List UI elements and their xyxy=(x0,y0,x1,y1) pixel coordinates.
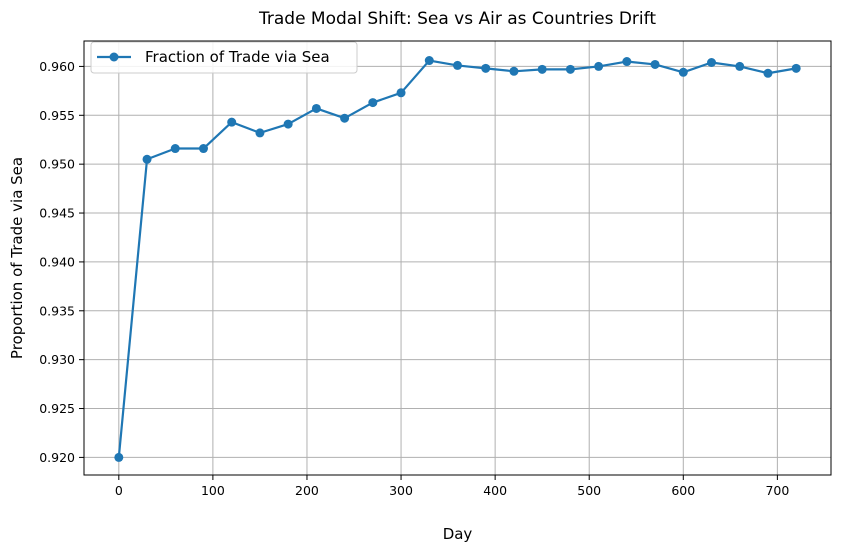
data-point xyxy=(283,119,293,129)
data-point xyxy=(142,154,152,164)
x-tick-label: 300 xyxy=(389,483,413,498)
y-tick-label: 0.940 xyxy=(39,254,75,269)
x-tick-label: 200 xyxy=(295,483,319,498)
data-point xyxy=(424,56,434,66)
data-point xyxy=(453,60,462,70)
legend: Fraction of Trade via Sea xyxy=(90,41,358,74)
data-point xyxy=(678,67,688,77)
data-point xyxy=(481,63,491,73)
x-tick-label: 600 xyxy=(671,483,695,498)
data-point xyxy=(707,58,717,68)
data-point xyxy=(170,144,180,154)
data-point xyxy=(509,66,519,76)
y-tick-label: 0.930 xyxy=(39,352,75,367)
plot-area xyxy=(84,41,831,475)
data-point xyxy=(227,117,237,127)
y-tick-label: 0.955 xyxy=(39,108,75,123)
data-point xyxy=(396,88,406,98)
x-tick-label: 500 xyxy=(577,483,601,498)
y-tick-label: 0.960 xyxy=(39,59,75,74)
legend-label-sea: Fraction of Trade via Sea xyxy=(145,48,330,66)
data-point xyxy=(255,128,265,138)
data-point xyxy=(537,64,547,74)
y-tick-label: 0.945 xyxy=(39,206,75,221)
y-tick-label: 0.920 xyxy=(39,450,75,465)
y-tick-label: 0.935 xyxy=(39,303,75,318)
data-point xyxy=(198,144,208,154)
legend-box xyxy=(90,41,358,74)
x-tick-label: 100 xyxy=(201,483,225,498)
data-point xyxy=(114,452,124,462)
chart-title: Trade Modal Shift: Sea vs Air as Countri… xyxy=(258,9,656,29)
x-axis-title: Day xyxy=(443,525,473,543)
data-point xyxy=(340,113,350,123)
data-point xyxy=(368,98,378,108)
y-tick-label: 0.950 xyxy=(39,157,75,172)
data-point xyxy=(565,64,575,74)
x-tick-label: 400 xyxy=(483,483,507,498)
data-point xyxy=(650,59,660,69)
series-group xyxy=(114,56,801,462)
y-axis-title: Proportion of Trade via Sea xyxy=(8,157,26,359)
y-tick-label: 0.925 xyxy=(39,401,75,416)
data-point xyxy=(622,57,632,67)
data-point xyxy=(763,68,773,78)
x-tick-label: 0 xyxy=(115,483,123,498)
data-point xyxy=(311,103,321,113)
legend-marker-swatch xyxy=(109,52,119,62)
data-point xyxy=(791,63,801,73)
data-point xyxy=(594,61,604,71)
x-tick-label: 700 xyxy=(765,483,789,498)
plot-frame xyxy=(83,40,832,476)
data-point xyxy=(735,61,745,71)
axis-ticks: 0 100 200 300 400 500 600 700 0.920 0.925 0.930 0.9… xyxy=(39,59,789,498)
